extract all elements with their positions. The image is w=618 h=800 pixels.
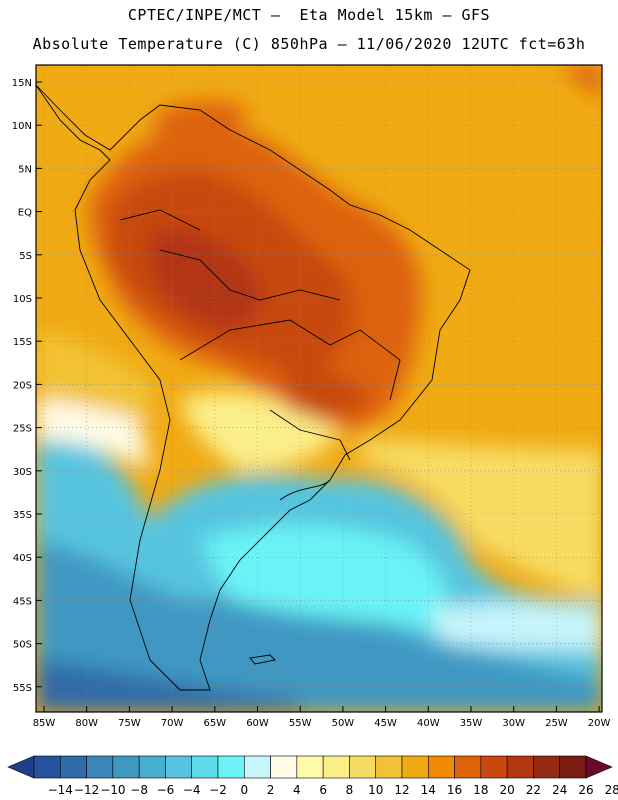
colorbar-max-arrow <box>585 755 613 779</box>
lat-tick-label: 45S <box>13 596 32 607</box>
colorbar-swatch <box>533 755 561 779</box>
lon-tick-label: 50W <box>332 718 355 729</box>
colorbar-label: 22 <box>526 783 541 797</box>
colorbar-label: 24 <box>552 783 567 797</box>
colorbar-swatch <box>427 755 455 779</box>
colorbar-label: −14 <box>48 783 73 797</box>
colorbar-label: 10 <box>368 783 383 797</box>
lat-tick-label: 50S <box>13 640 32 651</box>
lat-tick-label: 55S <box>13 683 32 694</box>
colorbar-swatch <box>165 755 193 779</box>
lon-tick-label: 40W <box>417 718 440 729</box>
lat-tick-label: 40S <box>13 553 32 564</box>
colorbar-label: 4 <box>293 783 301 797</box>
lat-tick-label: 10N <box>12 121 32 132</box>
lat-tick-label: 25S <box>13 424 32 435</box>
colorbar-swatch <box>506 755 534 779</box>
colorbar-label: −6 <box>157 783 175 797</box>
lon-tick-label: 65W <box>203 718 226 729</box>
colorbar-swatch <box>270 755 298 779</box>
lon-tick-label: 35W <box>460 718 483 729</box>
lon-tick-label: 75W <box>118 718 141 729</box>
longitude-axis: 85W 80W 75W 70W 65W 60W 55W 50W 45W 40W 35W 30W 25W 2… <box>33 706 611 729</box>
coastline-outlines <box>35 84 471 691</box>
lat-tick-label: 20S <box>13 380 32 391</box>
lat-tick-label: 10S <box>13 294 32 305</box>
colorbar-swatch <box>401 755 429 779</box>
colorbar-label: −4 <box>183 783 201 797</box>
lat-tick-label: 30S <box>13 467 32 478</box>
colorbar-label: 8 <box>346 783 354 797</box>
colorbar-label: 2 <box>267 783 275 797</box>
colorbar-swatch <box>112 755 140 779</box>
colorbar-label: 0 <box>240 783 248 797</box>
latitude-axis: 15N 10N 5N EQ 5S 10S 15S 20S 25S 30S 35S 40S 45S 50S 5… <box>12 78 42 694</box>
map-frame <box>35 64 603 713</box>
colorbar-swatch <box>349 755 377 779</box>
colorbar-label: 12 <box>394 783 409 797</box>
colorbar-label: 16 <box>447 783 462 797</box>
lon-tick-label: 20W <box>588 718 611 729</box>
colorbar-label: −8 <box>130 783 148 797</box>
lat-tick-label: 15S <box>13 337 32 348</box>
temperature-field <box>36 65 602 712</box>
lon-tick-label: 80W <box>75 718 98 729</box>
lat-tick-label: 5N <box>18 164 32 175</box>
colorbar-swatch <box>217 755 245 779</box>
lon-tick-label: 60W <box>246 718 269 729</box>
colorbar-label: −12 <box>74 783 99 797</box>
lat-tick-label: 15N <box>12 78 32 89</box>
colorbar-swatch <box>296 755 324 779</box>
colorbar-swatch <box>454 755 482 779</box>
colorbar-label: 6 <box>319 783 327 797</box>
colorbar-label: −2 <box>209 783 227 797</box>
lon-tick-label: 25W <box>545 718 568 729</box>
lat-tick-label: 5S <box>19 251 32 262</box>
colorbar-label: −10 <box>100 783 125 797</box>
colorbar-swatch <box>59 755 87 779</box>
colorbar-swatch <box>33 755 61 779</box>
colorbar-swatch <box>559 755 587 779</box>
colorbar-min-arrow <box>7 755 35 779</box>
lon-tick-label: 70W <box>161 718 184 729</box>
lon-tick-label: 85W <box>33 718 56 729</box>
colorbar-swatch <box>86 755 114 779</box>
lon-tick-label: 45W <box>374 718 397 729</box>
lon-tick-label: 55W <box>289 718 312 729</box>
colorbar-label: 14 <box>421 783 436 797</box>
lon-tick-label: 30W <box>502 718 525 729</box>
colorbar-swatch <box>191 755 219 779</box>
map-title-line1: CPTEC/INPE/MCT – Eta Model 15km – GFS <box>127 6 491 24</box>
colorbar-swatch <box>138 755 166 779</box>
colorbar-label: 26 <box>578 783 593 797</box>
map-title-line2: Absolute Temperature (C) 850hPa – 11/06/… <box>32 35 586 53</box>
colorbar-swatch <box>375 755 403 779</box>
lat-tick-label: EQ <box>18 208 32 219</box>
colorbar-label: 20 <box>500 783 515 797</box>
colorbar-swatch <box>322 755 350 779</box>
colorbar-swatch <box>480 755 508 779</box>
colorbar-label: 18 <box>473 783 488 797</box>
lat-tick-label: 35S <box>13 510 32 521</box>
colorbar-label: 28 <box>605 783 618 797</box>
colorbar-swatch <box>243 755 271 779</box>
